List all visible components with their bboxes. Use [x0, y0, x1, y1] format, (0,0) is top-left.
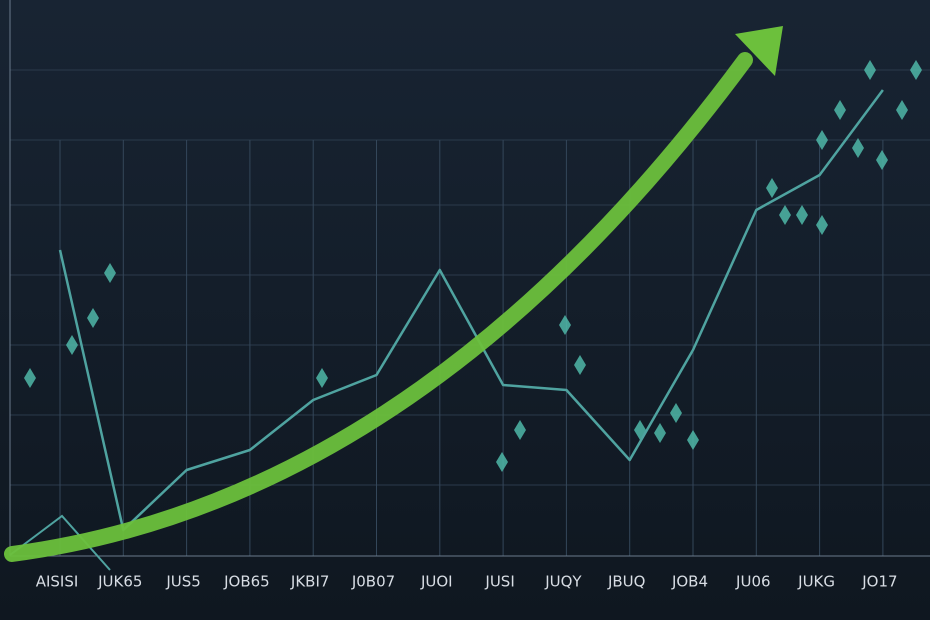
x-tick-label: JUQY [544, 573, 582, 591]
x-tick-label: JU06 [735, 573, 771, 591]
x-tick-label: JOB4 [671, 573, 708, 591]
growth-arrow [4, 26, 783, 562]
x-tick-label: JO17 [861, 573, 897, 591]
x-tick-label: JBUQ [607, 573, 646, 591]
x-tick-label: JUK65 [97, 573, 142, 591]
x-tick-label: JUS5 [165, 573, 200, 591]
x-tick-label: JKBI7 [290, 573, 330, 591]
diamond-markers [24, 60, 922, 472]
horizontal-lines [10, 69, 930, 486]
data-line [58, 89, 884, 532]
x-tick-label: JUSI [484, 573, 514, 591]
x-tick-label: JUOI [420, 573, 453, 591]
x-tick-label: AISISI [36, 573, 79, 591]
x-tick-label: JOB65 [223, 573, 270, 591]
x-tick-label: JUKG [797, 573, 835, 591]
x-tick-label: J0B07 [351, 573, 395, 591]
secondary-line [9, 514, 111, 571]
